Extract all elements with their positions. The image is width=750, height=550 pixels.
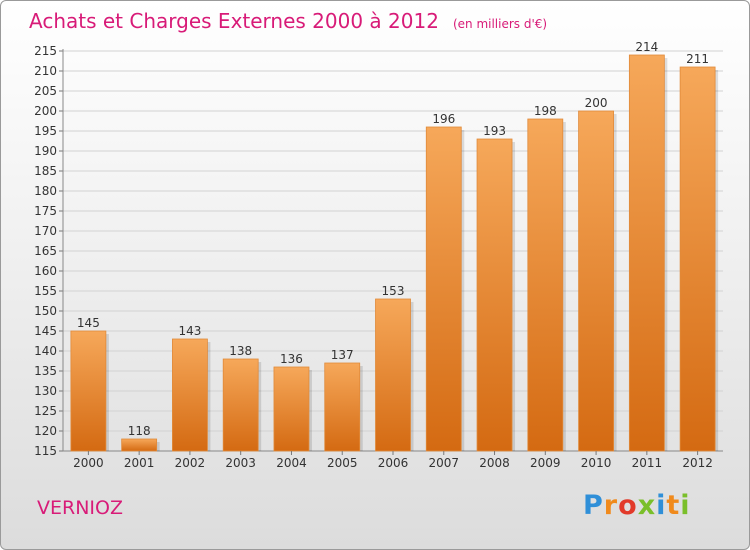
- logo-letter: r: [603, 490, 619, 521]
- x-tick-label: 2002: [175, 456, 206, 470]
- x-tick-label: 2006: [378, 456, 409, 470]
- y-tick-label: 120: [34, 424, 57, 438]
- y-tick-label: 130: [34, 384, 57, 398]
- x-tick-label: 2000: [73, 456, 104, 470]
- y-tick-label: 155: [34, 284, 57, 298]
- x-tick-label: 2004: [276, 456, 307, 470]
- bar-value-label: 211: [686, 52, 709, 66]
- x-tick-label: 2003: [225, 456, 256, 470]
- bar-value-label: 138: [229, 344, 252, 358]
- commune-name: VERNIOZ: [37, 497, 123, 519]
- bar-2006: [375, 298, 411, 452]
- bar-2012: [679, 66, 716, 452]
- y-tick-label: 210: [34, 64, 57, 78]
- x-tick-label: 2009: [530, 456, 561, 470]
- y-tick-label: 170: [34, 224, 57, 238]
- logo-letter: o: [618, 490, 638, 521]
- chart-title: Achats et Charges Externes 2000 à 2012 (e…: [29, 9, 547, 33]
- bar-value-label: 143: [178, 324, 201, 338]
- logo-letter: x: [637, 490, 657, 521]
- bar-value-label: 118: [128, 424, 151, 438]
- bar-value-label: 137: [331, 348, 354, 362]
- bar-2008: [476, 138, 513, 452]
- logo-letter: i: [680, 490, 691, 521]
- y-tick-label: 160: [34, 264, 57, 278]
- title-text: Achats et Charges Externes 2000 à 2012: [29, 9, 439, 33]
- logo-letter: i: [656, 490, 667, 521]
- chart-subtitle: (en milliers d'€): [452, 17, 548, 31]
- y-tick-label: 180: [34, 184, 57, 198]
- y-tick-label: 195: [34, 124, 57, 138]
- x-tick-label: 2012: [682, 456, 713, 470]
- y-tick-label: 185: [34, 164, 57, 178]
- y-tick-labels: 115 120 125 130 135 140 145 150 155 160 165 170 175 1…: [34, 44, 57, 458]
- y-tick-label: 140: [34, 344, 57, 358]
- bar-2005: [324, 362, 361, 452]
- bar-2000: [70, 330, 107, 452]
- y-tick-label: 135: [34, 364, 57, 378]
- x-tick-label: 2005: [327, 456, 358, 470]
- bar-value-label: 153: [382, 284, 405, 298]
- proxiti-logo: Proxiti: [583, 490, 691, 521]
- y-tick-label: 215: [34, 44, 57, 58]
- x-tick-labels: 2000 2001 2002 2003 2004 2005 2006 2007 2008 2009…: [73, 451, 713, 470]
- bar-value-label: 200: [585, 96, 608, 110]
- y-tick-label: 190: [34, 144, 57, 158]
- bar-value-label: 196: [432, 112, 455, 126]
- y-tick-label: 175: [34, 204, 57, 218]
- logo-letter: P: [583, 490, 604, 521]
- y-tick-label: 145: [34, 324, 57, 338]
- y-tick-label: 205: [34, 84, 57, 98]
- y-tick-label: 115: [34, 444, 57, 458]
- y-tick-label: 165: [34, 244, 57, 258]
- bar-value-label: 145: [77, 316, 100, 330]
- x-tick-label: 2010: [581, 456, 612, 470]
- y-tick-label: 200: [34, 104, 57, 118]
- bar-2003: [222, 358, 259, 452]
- y-tick-label: 150: [34, 304, 57, 318]
- bar-2001: [121, 438, 158, 452]
- bar-2004: [273, 366, 310, 452]
- bar-value-label: 198: [534, 104, 557, 118]
- y-tick-label: 125: [34, 404, 57, 418]
- x-tick-label: 2008: [479, 456, 510, 470]
- bar-value-label: 193: [483, 124, 506, 138]
- bar-2007: [425, 126, 462, 452]
- bar-value-label: 136: [280, 352, 303, 366]
- bar-2010: [578, 110, 614, 452]
- bars: [70, 54, 719, 452]
- x-tick-label: 2011: [632, 456, 663, 470]
- x-tick-label: 2001: [124, 456, 155, 470]
- bar-2009: [527, 118, 564, 452]
- x-tick-label: 2007: [428, 456, 459, 470]
- data-labels: 145 118 143 138 136 137 153 196 193 198 200 214 211: [77, 40, 709, 438]
- bar-2011: [628, 54, 665, 452]
- logo-letter: t: [666, 490, 681, 521]
- bar-2002: [172, 338, 208, 452]
- bar-value-label: 214: [635, 40, 658, 54]
